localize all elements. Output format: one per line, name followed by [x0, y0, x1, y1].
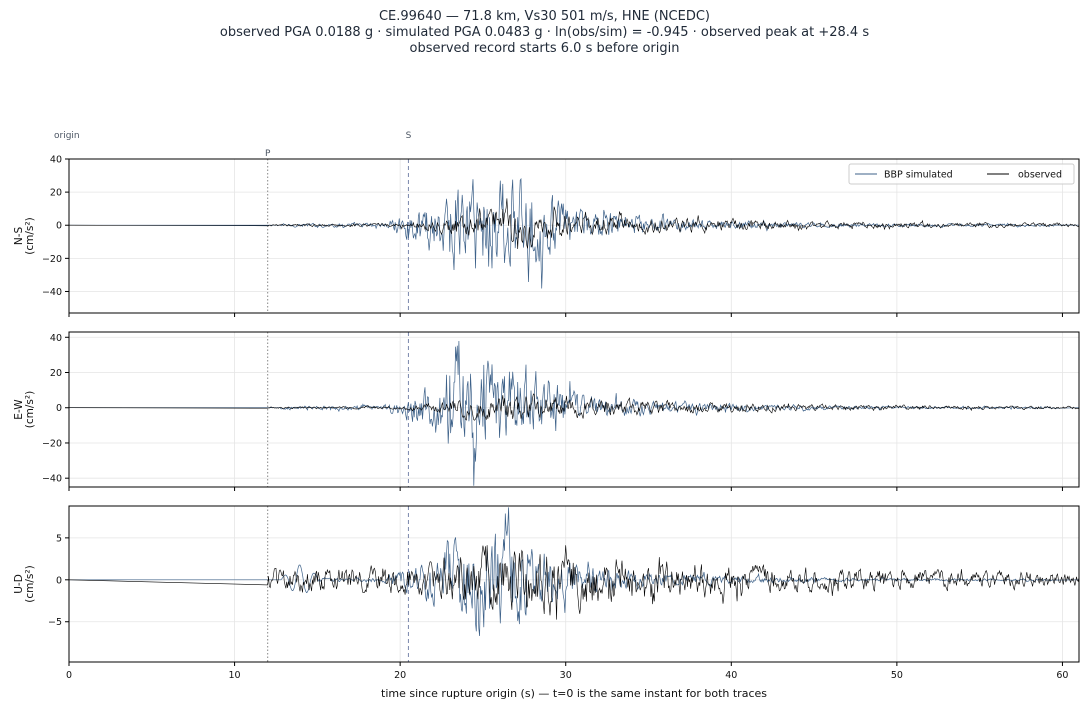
- panel-2: 40 20 0 −20 −40 E-W(cm/s²): [13, 331, 1080, 491]
- legend-label-observed: observed: [1018, 170, 1062, 181]
- panel-1: 40 20 0 −20 −40 N-S(cm/s²): [13, 155, 1080, 317]
- p-label: P: [265, 149, 271, 159]
- axes-frame: [68, 505, 1080, 663]
- y-axis-label: U-D(cm/s²): [13, 565, 36, 602]
- chart-title-line-3: observed record starts 6.0 s before orig…: [409, 41, 680, 56]
- axes-frame: [68, 158, 1080, 314]
- axes-frame: [68, 331, 1080, 488]
- simulated-trace: [69, 177, 1080, 289]
- y-axis-label: N-S(cm/s²): [13, 217, 36, 254]
- y-axis-label-unit: (cm/s²): [24, 391, 36, 428]
- x-tick-label: 60: [1056, 670, 1068, 681]
- y-tick-label: 5: [56, 533, 62, 544]
- x-tick-label: 20: [394, 670, 406, 681]
- s-label: S: [406, 131, 412, 141]
- x-tick-label: 40: [725, 670, 737, 681]
- y-axis-label-component: U-D: [13, 574, 25, 594]
- observed-trace: [68, 198, 1080, 250]
- legend-label-simulated: BBP simulated: [884, 170, 953, 181]
- x-tick-label: 50: [891, 670, 903, 681]
- x-axis-label: time since rupture origin (s) — t=0 is t…: [381, 687, 767, 700]
- y-tick-label: 20: [50, 188, 62, 199]
- y-tick-label: −40: [42, 287, 62, 298]
- legend: BBP simulated observed: [848, 163, 1075, 185]
- y-tick-label: −20: [42, 254, 62, 265]
- y-axis-label-unit: (cm/s²): [24, 217, 36, 254]
- y-tick-label: −5: [48, 617, 62, 628]
- y-tick-label: −40: [42, 474, 62, 485]
- legend-box: [848, 163, 1075, 185]
- simulated-trace: [69, 340, 1080, 486]
- x-tick-label: 0: [66, 670, 72, 681]
- y-tick-label: 20: [50, 368, 62, 379]
- x-tick-label: 10: [229, 670, 241, 681]
- chart-title-line-1: CE.99640 — 71.8 km, Vs30 501 m/s, HNE (N…: [378, 9, 711, 24]
- simulated-trace: [69, 507, 1080, 637]
- y-tick-label: 40: [50, 155, 62, 166]
- observed-trace: [68, 393, 1080, 421]
- y-tick-label: −20: [42, 438, 62, 449]
- y-tick-label: 0: [56, 575, 62, 586]
- y-tick-label: 0: [56, 403, 62, 414]
- y-tick-label: 40: [50, 333, 62, 344]
- y-axis-label-unit: (cm/s²): [24, 565, 36, 602]
- x-tick-label: 30: [560, 670, 572, 681]
- y-axis-label-component: N-S: [13, 227, 25, 246]
- observed-trace: [68, 545, 1080, 620]
- y-axis-label: E-W(cm/s²): [13, 391, 36, 428]
- chart-title-line-2: observed PGA 0.0188 g · simulated PGA 0.…: [219, 25, 870, 40]
- y-tick-label: 0: [56, 221, 62, 232]
- y-axis-label-component: E-W: [13, 399, 25, 420]
- panel-3: 50−50 10 20 30 40 50 60U-D(cm/s²): [13, 505, 1080, 681]
- origin-annotation: origin: [54, 131, 80, 141]
